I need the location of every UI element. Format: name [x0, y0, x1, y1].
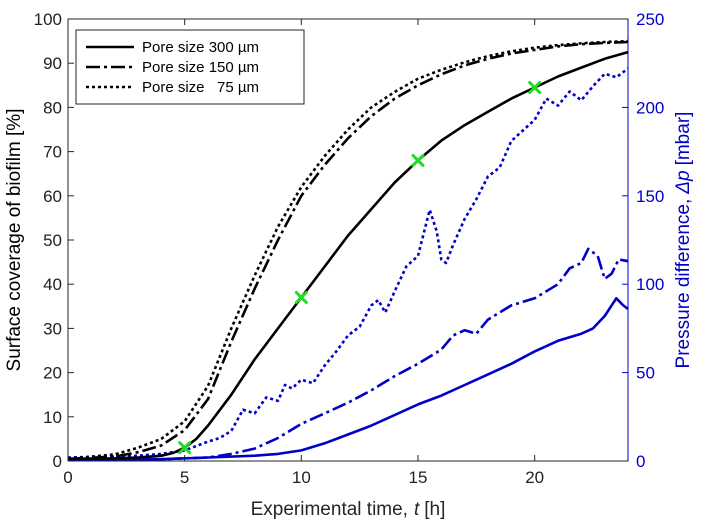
- pressure-series-dashdot: [68, 247, 629, 461]
- legend: Pore size 300 µm Pore size 150 µm Pore s…: [75, 29, 305, 105]
- pressure-series-dotted: [67, 67, 629, 459]
- y2-tick-label: 50: [636, 364, 655, 383]
- x-axis-label: Experimental time, t [h]: [251, 499, 446, 520]
- y-tick-label: 40: [43, 275, 62, 294]
- x-tick-label: 5: [180, 468, 189, 487]
- y2-tick-label: 100: [636, 275, 664, 294]
- coverage-series-dashdot: [67, 40, 629, 461]
- cross-marker: [178, 441, 192, 455]
- cross-marker: [411, 153, 425, 167]
- y-tick-label: 80: [43, 98, 62, 117]
- x-tick-label: 20: [525, 468, 544, 487]
- y-tick-label: 70: [43, 143, 62, 162]
- cross-marker: [528, 81, 542, 95]
- y-tick-label: 30: [43, 319, 62, 338]
- coverage-series-dotted: [67, 39, 629, 461]
- legend-label-75: Pore size 75 µm: [142, 79, 259, 96]
- coverage-series-solid: [67, 50, 629, 461]
- y-tick-label: 50: [43, 231, 62, 250]
- y-tick-label: 10: [43, 408, 62, 427]
- cross-marker: [294, 290, 308, 304]
- y-tick-label: 20: [43, 364, 62, 383]
- pressure-series-solid: [68, 296, 629, 461]
- markers-layer: [178, 81, 542, 455]
- axis-ticks: 0 5 10 15 2001020304050607080901000501001502…: [34, 10, 665, 487]
- y2-tick-label: 150: [636, 187, 664, 206]
- y-tick-label: 90: [43, 54, 62, 73]
- legend-label-300: Pore size 300 µm: [142, 39, 259, 56]
- x-tick-label: 0: [63, 468, 72, 487]
- y-axis-label: Surface coverage of biofilm [%]: [4, 109, 25, 372]
- y-tick-label: 60: [43, 187, 62, 206]
- y2-tick-label: 200: [636, 98, 664, 117]
- y-tick-label: 100: [34, 10, 62, 29]
- y2-tick-label: 0: [636, 452, 645, 471]
- x-tick-label: 10: [292, 468, 311, 487]
- y2-tick-label: 250: [636, 10, 664, 29]
- y2-axis-label: Pressure difference,Δp[mbar]: [673, 112, 694, 369]
- legend-label-150: Pore size 150 µm: [142, 59, 259, 76]
- y-tick-label: 0: [53, 452, 62, 471]
- x-tick-label: 15: [409, 468, 428, 487]
